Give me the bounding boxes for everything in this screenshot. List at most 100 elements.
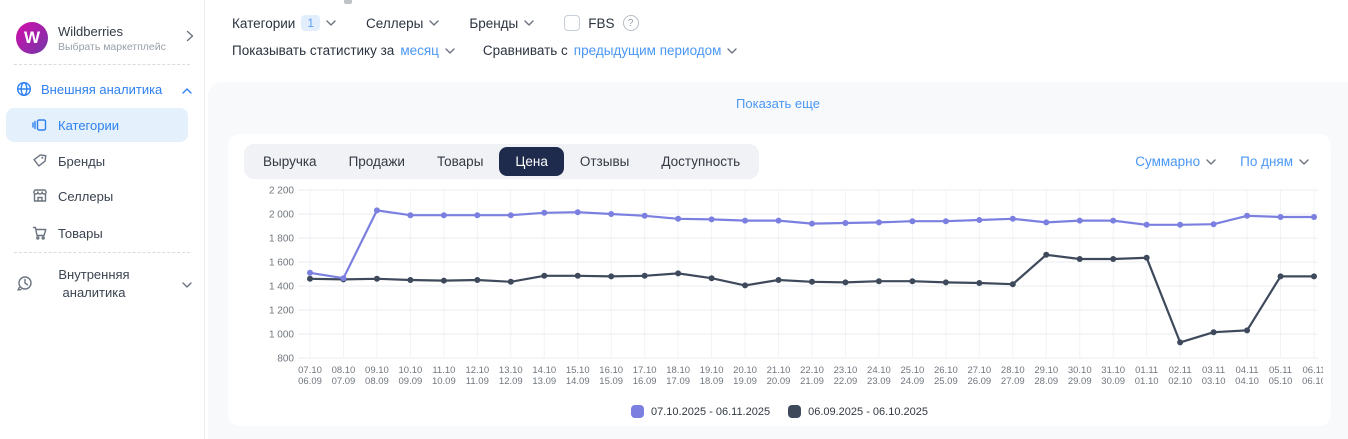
svg-text:10.10: 10.10 <box>399 365 423 376</box>
marketplace-selector[interactable]: W Wildberries Выбрать маркетплейс <box>16 22 194 54</box>
compare-period-select[interactable]: предыдущим периодом <box>574 43 738 58</box>
stats-period-select[interactable]: месяц <box>400 43 455 58</box>
marketplace-text: Wildberries Выбрать маркетплейс <box>58 24 166 53</box>
svg-text:16.09: 16.09 <box>633 376 657 387</box>
sellers-filter[interactable]: Селлеры <box>366 16 440 31</box>
svg-text:07.09: 07.09 <box>332 376 356 387</box>
svg-text:05.11: 05.11 <box>1269 365 1292 376</box>
compare-prefix: Сравнивать с <box>482 43 568 58</box>
legend-label: 07.10.2025 - 06.11.2025 <box>651 405 771 418</box>
svg-text:22.09: 22.09 <box>834 376 858 387</box>
globe-icon <box>16 81 32 97</box>
svg-text:08.09: 08.09 <box>365 376 389 387</box>
svg-text:26.09: 26.09 <box>967 376 991 387</box>
svg-text:28.10: 28.10 <box>1001 365 1025 376</box>
summary-value: Суммарно <box>1135 154 1201 169</box>
brands-filter[interactable]: Бренды <box>469 16 534 31</box>
sidebar-divider <box>14 64 190 65</box>
chevron-down-icon <box>1299 158 1309 165</box>
sidebar-item-sellers[interactable]: Селлеры <box>6 179 188 213</box>
svg-text:09.10: 09.10 <box>365 365 389 376</box>
tab-reviews[interactable]: Отзывы <box>579 154 630 169</box>
svg-text:1 400: 1 400 <box>269 282 294 293</box>
svg-text:07.10: 07.10 <box>298 365 322 376</box>
metric-tabs: Выручка Продажи Товары Цена Отзывы Досту… <box>244 144 760 179</box>
filter-row-primary: Категории 1 Селлеры Бренды FBS ? <box>232 15 639 31</box>
tab-products[interactable]: Товары <box>436 154 484 169</box>
marketplace-subtitle: Выбрать маркетплейс <box>58 40 166 53</box>
chevron-down-icon <box>326 20 336 26</box>
sidebar-section-external-analytics[interactable]: Внешняя аналитика <box>16 76 192 102</box>
svg-text:25.10: 25.10 <box>901 365 925 376</box>
svg-text:23.10: 23.10 <box>834 365 858 376</box>
fbs-checkbox[interactable] <box>564 15 581 31</box>
sidebar-section-internal-analytics[interactable]: Внутренняя аналитика <box>16 266 192 301</box>
svg-text:30.10: 30.10 <box>1068 365 1092 376</box>
svg-text:01.10: 01.10 <box>1135 376 1159 387</box>
granularity-value: По дням <box>1240 154 1293 169</box>
price-chart[interactable]: 2 200 2 000 1 800 1 600 1 400 1 200 1 000 800 07… <box>248 178 1326 388</box>
svg-text:18.10: 18.10 <box>666 365 690 376</box>
svg-text:26.10: 26.10 <box>934 365 958 376</box>
fbs-label: FBS <box>588 15 615 31</box>
granularity-select[interactable]: По дням <box>1240 154 1309 169</box>
svg-text:18.09: 18.09 <box>700 376 724 387</box>
svg-text:23.09: 23.09 <box>867 376 891 387</box>
svg-text:24.10: 24.10 <box>867 365 891 376</box>
svg-text:20.09: 20.09 <box>767 376 791 387</box>
tab-sales[interactable]: Продажи <box>348 154 405 169</box>
svg-text:06.11: 06.11 <box>1302 365 1323 376</box>
tab-availability[interactable]: Доступность <box>661 154 741 169</box>
svg-text:06.10: 06.10 <box>1302 376 1323 387</box>
svg-text:15.10: 15.10 <box>566 365 590 376</box>
brands-filter-label: Бренды <box>469 15 519 31</box>
svg-text:11.10: 11.10 <box>432 365 455 376</box>
chevron-down-icon <box>429 20 440 26</box>
svg-text:1 800: 1 800 <box>269 234 294 245</box>
svg-text:13.09: 13.09 <box>532 376 556 387</box>
stats-period-value: месяц <box>400 43 439 58</box>
svg-text:11.09: 11.09 <box>466 376 489 387</box>
svg-text:31.10: 31.10 <box>1101 365 1125 376</box>
tab-revenue[interactable]: Выручка <box>263 154 317 169</box>
svg-text:800: 800 <box>277 354 294 365</box>
sidebar-item-products[interactable]: Товары <box>6 216 188 250</box>
svg-text:16.10: 16.10 <box>599 365 623 376</box>
help-icon[interactable]: ? <box>622 15 639 31</box>
legend-item-current-period[interactable]: 07.10.2025 - 06.11.2025 <box>631 405 770 418</box>
chevron-down-icon <box>445 47 455 54</box>
chart-card: Выручка Продажи Товары Цена Отзывы Досту… <box>228 134 1331 426</box>
legend-item-previous-period[interactable]: 06.09.2025 - 06.10.2025 <box>788 405 928 418</box>
chevron-down-icon <box>524 20 534 26</box>
analytics-panel: Показать еще Выручка Продажи Товары Цена… <box>208 82 1348 439</box>
chevron-down-icon <box>727 47 738 54</box>
svg-text:12.10: 12.10 <box>465 365 489 376</box>
svg-text:27.10: 27.10 <box>967 365 991 376</box>
svg-text:17.09: 17.09 <box>666 376 690 387</box>
svg-text:1 000: 1 000 <box>269 330 294 341</box>
categories-filter[interactable]: Категории 1 <box>232 15 336 31</box>
svg-text:04.10: 04.10 <box>1235 376 1259 387</box>
svg-text:06.09: 06.09 <box>298 376 322 387</box>
svg-text:14.09: 14.09 <box>566 376 590 387</box>
svg-text:02.10: 02.10 <box>1168 376 1192 387</box>
show-more-link[interactable]: Показать еще <box>736 96 820 111</box>
svg-text:20.10: 20.10 <box>733 365 757 376</box>
marketplace-name: Wildberries <box>58 23 124 39</box>
chevron-up-icon <box>182 82 192 97</box>
sidebar-item-brands[interactable]: Бренды <box>6 144 188 178</box>
tab-price[interactable]: Цена <box>499 147 564 176</box>
categories-filter-label: Категории <box>232 15 296 31</box>
view-controls: Суммарно По дням <box>1135 154 1309 169</box>
svg-text:19.09: 19.09 <box>733 376 757 387</box>
svg-text:21.10: 21.10 <box>767 365 791 376</box>
svg-text:05.10: 05.10 <box>1269 376 1293 387</box>
chevron-right-icon <box>186 29 194 47</box>
svg-text:28.09: 28.09 <box>1034 376 1058 387</box>
sidebar-item-categories[interactable]: Категории <box>6 108 188 142</box>
summary-select[interactable]: Суммарно <box>1135 154 1216 169</box>
svg-text:2 000: 2 000 <box>269 210 294 221</box>
svg-text:27.09: 27.09 <box>1001 376 1025 387</box>
legend-swatch-previous <box>788 405 802 418</box>
svg-text:21.09: 21.09 <box>800 376 824 387</box>
